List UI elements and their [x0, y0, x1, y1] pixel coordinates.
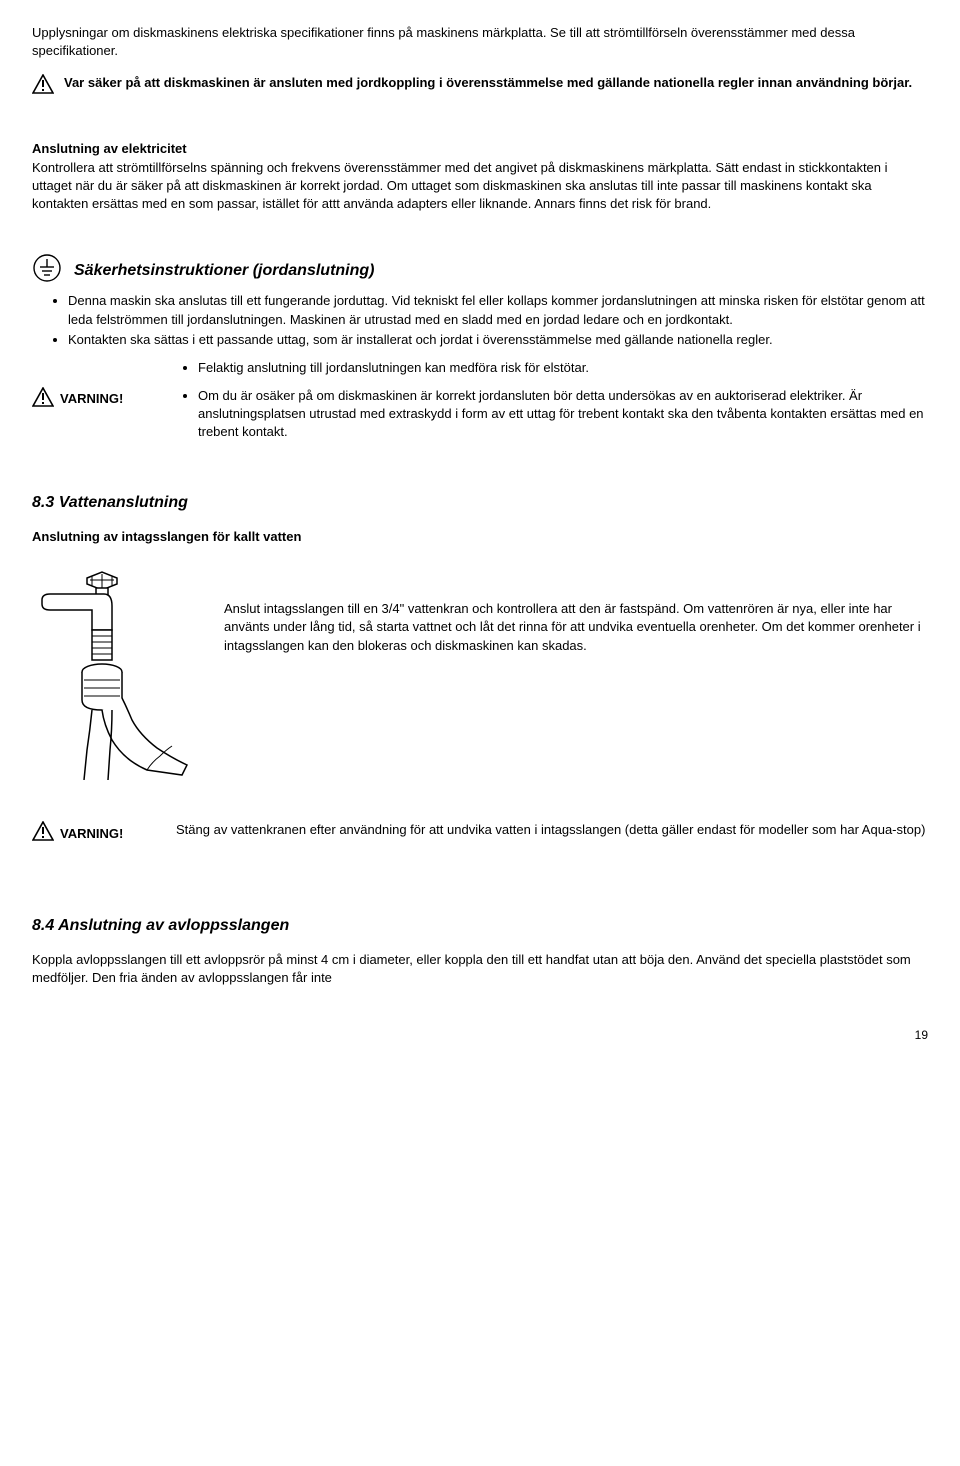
varning-label-2: VARNING! — [32, 821, 162, 846]
section-8-3-heading: 8.3 Vattenanslutning — [32, 492, 928, 514]
section-8-3-subheading: Anslutning av intagsslangen för kallt va… — [32, 528, 928, 546]
warning-triangle-icon — [32, 387, 54, 412]
varning-label-text-2: VARNING! — [60, 825, 123, 843]
warning-row-1: Var säker på att diskmaskinen är anslute… — [32, 74, 928, 94]
grounding-heading-row: Säkerhetsinstruktioner (jordanslutning) — [32, 253, 928, 288]
varning-block-1: VARNING! Felaktig anslutning till jordan… — [32, 359, 928, 452]
list-item: Felaktig anslutning till jordanslutninge… — [198, 359, 928, 377]
electricity-body: Kontrollera att strömtillförselns spänni… — [32, 160, 888, 211]
ground-symbol-icon — [32, 253, 62, 288]
safety-heading: Säkerhetsinstruktioner (jordanslutning) — [74, 260, 374, 282]
varning-label-text: VARNING! — [60, 390, 123, 408]
varning-2-text: Stäng av vattenkranen efter användning f… — [176, 821, 925, 839]
list-item: Denna maskin ska anslutas till ett funge… — [68, 292, 928, 328]
varning-content-1: Felaktig anslutning till jordanslutninge… — [174, 359, 928, 452]
warning-1-text: Var säker på att diskmaskinen är anslute… — [64, 74, 912, 92]
section-8-4-heading: 8.4 Anslutning av avloppsslangen — [32, 915, 928, 937]
electricity-section: Anslutning av elektricitet Kontrollera a… — [32, 140, 928, 213]
list-item: Kontakten ska sättas i ett passande utta… — [68, 331, 928, 349]
varning-label-1: VARNING! — [32, 359, 162, 412]
hose-connection-text: Anslut intagsslangen till en 3/4" vatten… — [224, 570, 928, 655]
faucet-hose-illustration — [32, 570, 192, 785]
intro-paragraph: Upplysningar om diskmaskinens elektriska… — [32, 24, 928, 60]
hose-connection-row: Anslut intagsslangen till en 3/4" vatten… — [32, 570, 928, 785]
list-item: Om du är osäker på om diskmaskinen är ko… — [198, 387, 928, 442]
safety-bullet-list: Denna maskin ska anslutas till ett funge… — [32, 292, 928, 349]
electricity-heading: Anslutning av elektricitet — [32, 141, 187, 156]
section-8-4-body: Koppla avloppsslangen till ett avloppsrö… — [32, 951, 928, 987]
varning-block-2: VARNING! Stäng av vattenkranen efter anv… — [32, 821, 928, 846]
page-number: 19 — [32, 1027, 928, 1044]
warning-triangle-icon — [32, 74, 54, 94]
warning-triangle-icon — [32, 821, 54, 846]
